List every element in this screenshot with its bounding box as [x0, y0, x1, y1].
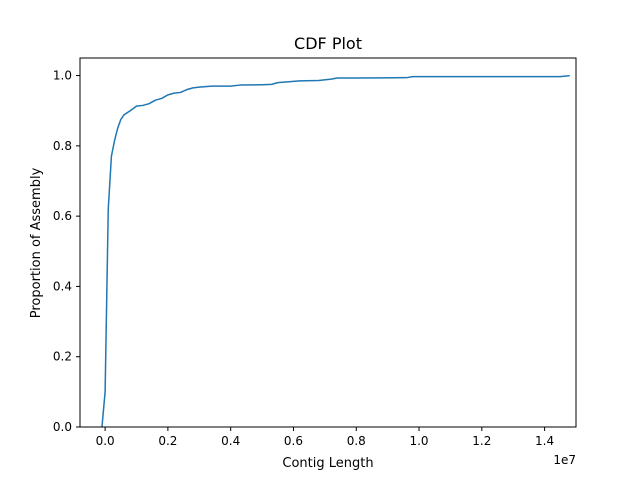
y-tick-label: 1.0	[53, 69, 72, 83]
axes-frame	[79, 57, 577, 428]
x-tick-label: 1.2	[472, 434, 491, 448]
x-tick-label: 1.4	[535, 434, 554, 448]
chart-title: CDF Plot	[294, 34, 362, 53]
y-tick-label: 0.2	[53, 350, 72, 364]
x-tick-label: 0.8	[347, 434, 366, 448]
x-tick-label: 0.4	[221, 434, 240, 448]
y-tick-label: 0.0	[53, 420, 72, 434]
x-offset-label: 1e7	[553, 453, 576, 467]
y-tick-label: 0.6	[53, 209, 72, 223]
x-tick-label: 0.0	[96, 434, 115, 448]
x-tick-label: 0.2	[158, 434, 177, 448]
x-tick-label: 0.6	[284, 434, 303, 448]
x-tick-label: 1.0	[409, 434, 428, 448]
y-tick-label: 0.8	[53, 139, 72, 153]
x-axis-label: Contig Length	[282, 456, 373, 471]
cdf-series-line-0	[101, 74, 570, 428]
plot-area: 0.0 0.2 0.4 0.6 0.8 1.0 1.2 1.4 0.0 0.2 0.4 0.6 0.8 1…	[53, 57, 577, 448]
y-axis-label: Proportion of Assembly	[29, 167, 44, 318]
y-tick-label: 0.4	[53, 279, 72, 293]
